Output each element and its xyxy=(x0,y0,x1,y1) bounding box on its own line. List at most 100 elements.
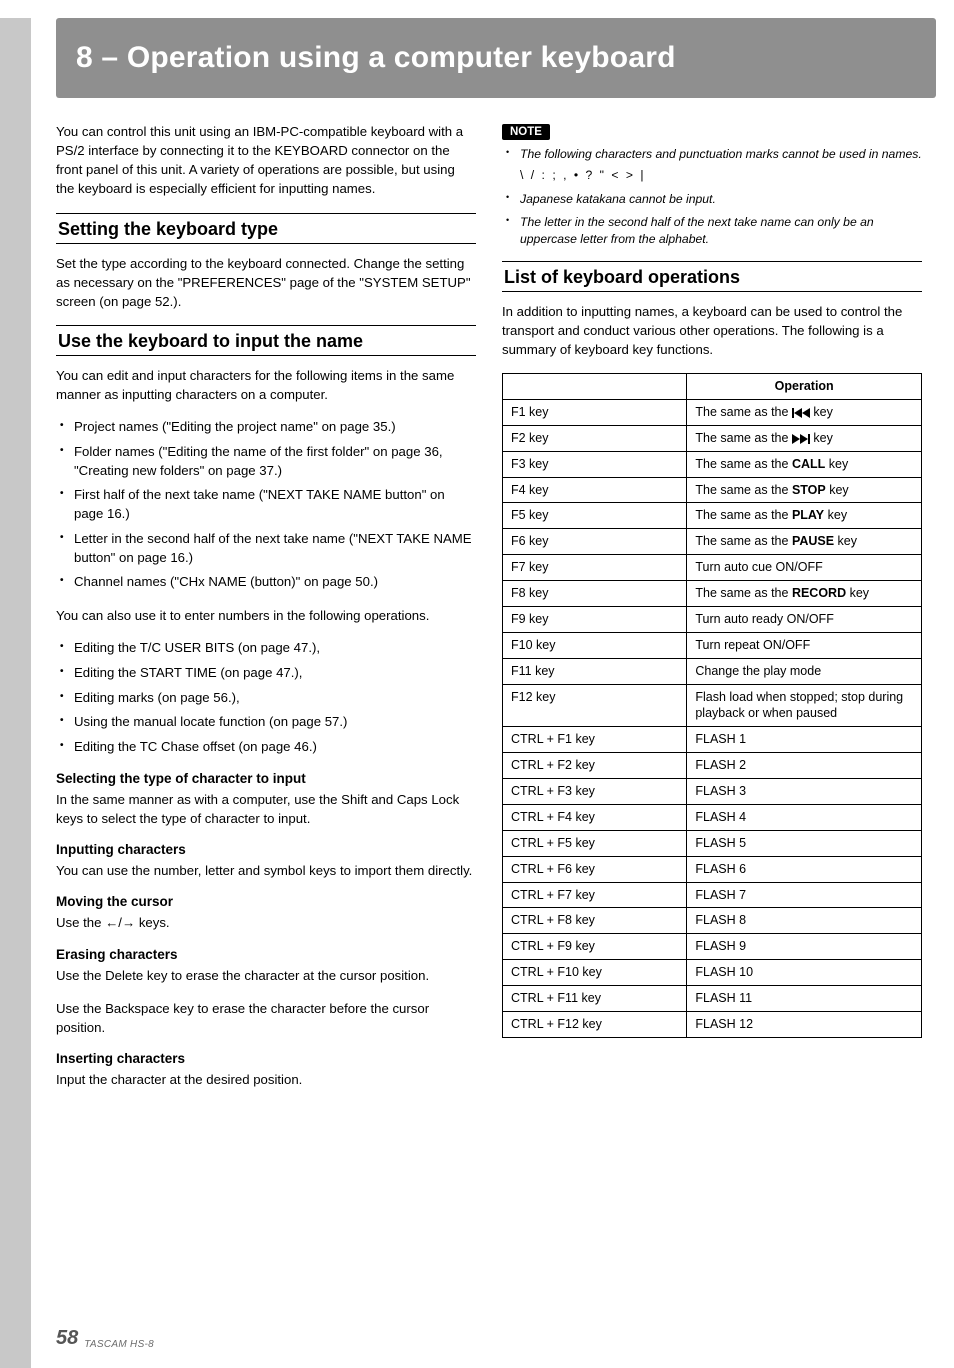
moving-head: Moving the cursor xyxy=(56,894,476,909)
table-row: CTRL + F3 keyFLASH 3 xyxy=(503,779,922,805)
table-body: F1 keyThe same as the keyF2 keyThe same … xyxy=(503,399,922,1037)
cell-key: F10 key xyxy=(503,632,687,658)
cell-operation: Flash load when stopped; stop during pla… xyxy=(687,684,922,727)
note-item: Japanese katakana cannot be input. xyxy=(502,191,922,208)
moving-body: Use the ←/→ keys. xyxy=(56,913,476,932)
use-kb-lead2: You can also use it to enter numbers in … xyxy=(56,606,476,625)
cell-operation: The same as the key xyxy=(687,399,922,425)
cell-key: CTRL + F11 key xyxy=(503,986,687,1012)
table-row: F2 keyThe same as the key xyxy=(503,425,922,451)
table-row: CTRL + F10 keyFLASH 10 xyxy=(503,960,922,986)
cell-operation: The same as the key xyxy=(687,425,922,451)
table-row: F11 keyChange the play mode xyxy=(503,658,922,684)
table-row: F7 keyTurn auto cue ON/OFF xyxy=(503,555,922,581)
cell-key: CTRL + F9 key xyxy=(503,934,687,960)
cell-key: CTRL + F1 key xyxy=(503,727,687,753)
table-row: CTRL + F7 keyFLASH 7 xyxy=(503,882,922,908)
table-row: CTRL + F6 keyFLASH 6 xyxy=(503,856,922,882)
chapter-header: 8 – Operation using a computer keyboard xyxy=(56,18,936,98)
inserting-body: Input the character at the desired posit… xyxy=(56,1070,476,1089)
cell-operation: FLASH 1 xyxy=(687,727,922,753)
cell-operation: FLASH 3 xyxy=(687,779,922,805)
erasing-head: Erasing characters xyxy=(56,947,476,962)
list-item: Using the manual locate function (on pag… xyxy=(56,713,476,732)
table-header-row: Operation xyxy=(503,374,922,400)
table-row: CTRL + F8 keyFLASH 8 xyxy=(503,908,922,934)
list-item: Letter in the second half of the next ta… xyxy=(56,530,476,567)
table-row: CTRL + F9 keyFLASH 9 xyxy=(503,934,922,960)
cell-operation: FLASH 10 xyxy=(687,960,922,986)
list-item: Folder names ("Editing the name of the f… xyxy=(56,443,476,480)
cell-operation: FLASH 6 xyxy=(687,856,922,882)
table-row: CTRL + F4 keyFLASH 4 xyxy=(503,804,922,830)
skip-fwd-icon xyxy=(792,434,810,444)
cell-key: F9 key xyxy=(503,606,687,632)
operations-table: Operation F1 keyThe same as the keyF2 ke… xyxy=(502,373,922,1038)
table-row: F1 keyThe same as the key xyxy=(503,399,922,425)
cell-operation: FLASH 2 xyxy=(687,753,922,779)
cell-key: F6 key xyxy=(503,529,687,555)
note-item: The following characters and punctuation… xyxy=(502,146,922,185)
use-kb-bullets: Project names ("Editing the project name… xyxy=(56,418,476,592)
list-item: Editing the START TIME (on page 47.), xyxy=(56,664,476,683)
cell-operation: Turn repeat ON/OFF xyxy=(687,632,922,658)
cell-key: F11 key xyxy=(503,658,687,684)
list-item: Editing marks (on page 56.), xyxy=(56,689,476,708)
left-column: You can control this unit using an IBM-P… xyxy=(56,122,476,1103)
cell-operation: Turn auto cue ON/OFF xyxy=(687,555,922,581)
list-item: Editing the TC Chase offset (on page 46.… xyxy=(56,738,476,757)
footer-brand: TASCAM HS-8 xyxy=(84,1339,154,1350)
cell-key: CTRL + F2 key xyxy=(503,753,687,779)
inputting-head: Inputting characters xyxy=(56,842,476,857)
use-kb-bullets2: Editing the T/C USER BITS (on page 47.),… xyxy=(56,639,476,757)
note-label: NOTE xyxy=(502,124,550,140)
cell-key: F7 key xyxy=(503,555,687,581)
list-item: Project names ("Editing the project name… xyxy=(56,418,476,437)
table-row: CTRL + F5 keyFLASH 5 xyxy=(503,830,922,856)
use-kb-lead: You can edit and input characters for th… xyxy=(56,366,476,404)
table-row: F4 keyThe same as the STOP key xyxy=(503,477,922,503)
note-item: The letter in the second half of the nex… xyxy=(502,214,922,249)
note-chars: \ / : ; , • ? " < > | xyxy=(520,167,646,184)
table-row: F3 keyThe same as the CALL key xyxy=(503,451,922,477)
section-heading-use-kb: Use the keyboard to input the name xyxy=(56,325,476,356)
inserting-head: Inserting characters xyxy=(56,1051,476,1066)
table-row: F10 keyTurn repeat ON/OFF xyxy=(503,632,922,658)
page: 8 – Operation using a computer keyboard … xyxy=(0,18,954,1368)
cell-key: CTRL + F8 key xyxy=(503,908,687,934)
cell-key: CTRL + F7 key xyxy=(503,882,687,908)
cell-operation: FLASH 12 xyxy=(687,1011,922,1037)
cell-key: F5 key xyxy=(503,503,687,529)
cell-operation: FLASH 8 xyxy=(687,908,922,934)
cell-operation: FLASH 7 xyxy=(687,882,922,908)
cell-key: CTRL + F12 key xyxy=(503,1011,687,1037)
cell-operation: The same as the PAUSE key xyxy=(687,529,922,555)
cell-key: F12 key xyxy=(503,684,687,727)
page-footer: 58 TASCAM HS-8 xyxy=(56,1327,154,1350)
section-heading-set-type: Setting the keyboard type xyxy=(56,213,476,244)
erasing-body2: Use the Backspace key to erase the chara… xyxy=(56,999,476,1037)
col-blank xyxy=(503,374,687,400)
table-row: F12 keyFlash load when stopped; stop dur… xyxy=(503,684,922,727)
cell-operation: Change the play mode xyxy=(687,658,922,684)
cell-key: F8 key xyxy=(503,581,687,607)
cell-operation: The same as the STOP key xyxy=(687,477,922,503)
cell-operation: FLASH 11 xyxy=(687,986,922,1012)
chapter-title: 8 – Operation using a computer keyboard xyxy=(76,41,676,75)
cell-operation: FLASH 4 xyxy=(687,804,922,830)
list-item: Channel names ("CHx NAME (button)" on pa… xyxy=(56,573,476,592)
note-list: The following characters and punctuation… xyxy=(502,146,922,249)
cell-key: F4 key xyxy=(503,477,687,503)
list-item: First half of the next take name ("NEXT … xyxy=(56,486,476,523)
cell-operation: FLASH 5 xyxy=(687,830,922,856)
table-row: F6 keyThe same as the PAUSE key xyxy=(503,529,922,555)
note-a-lead: The following characters and punctuation… xyxy=(520,147,922,161)
seltype-head: Selecting the type of character to input xyxy=(56,771,476,786)
table-row: CTRL + F12 keyFLASH 12 xyxy=(503,1011,922,1037)
cell-key: CTRL + F4 key xyxy=(503,804,687,830)
table-row: CTRL + F2 keyFLASH 2 xyxy=(503,753,922,779)
cell-key: CTRL + F10 key xyxy=(503,960,687,986)
cell-key: CTRL + F5 key xyxy=(503,830,687,856)
intro-paragraph: You can control this unit using an IBM-P… xyxy=(56,122,476,199)
cell-operation: The same as the RECORD key xyxy=(687,581,922,607)
